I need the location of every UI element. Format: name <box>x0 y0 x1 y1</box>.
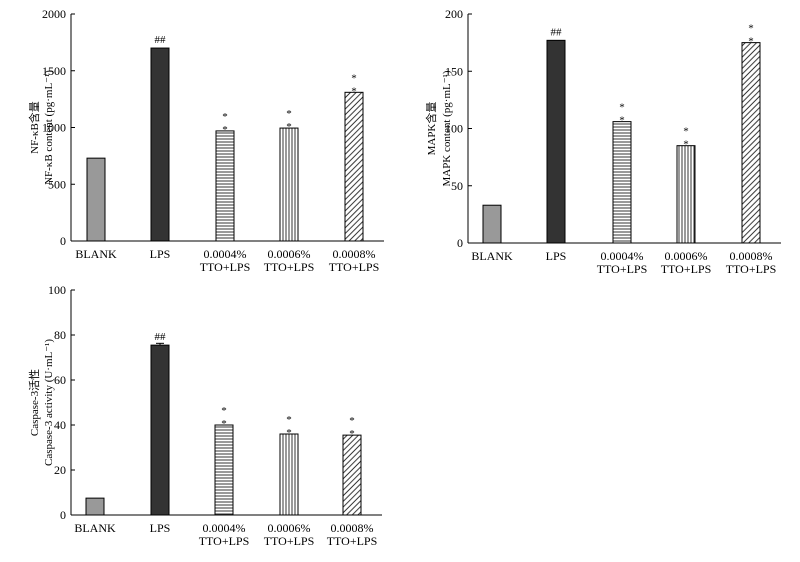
y-axis-label: MAPK含量 <box>424 102 438 156</box>
x-tick-label: TTO+LPS <box>661 262 712 276</box>
bar <box>546 39 566 244</box>
y-axis-label: Caspase-3 activity (U·mL⁻¹) <box>43 339 55 466</box>
x-tick-label: LPS <box>150 521 171 535</box>
y-tick-label: 40 <box>54 418 66 432</box>
bar <box>86 157 106 242</box>
y-tick-label: 80 <box>54 328 66 342</box>
y-tick-label: 50 <box>451 179 463 193</box>
x-tick-label: LPS <box>150 247 171 261</box>
significance-label: * <box>349 415 355 427</box>
y-axis-label: NF-κB content (pg·mL⁻¹) <box>43 70 55 185</box>
y-tick-label: 2000 <box>42 7 66 21</box>
bar <box>150 47 170 242</box>
y-tick-label: 0 <box>60 234 66 248</box>
x-tick-label: TTO+LPS <box>329 260 380 274</box>
bar <box>676 145 696 244</box>
significance-label: * <box>351 85 357 97</box>
bar <box>342 434 362 516</box>
x-tick-label: 0.0006% <box>268 521 311 535</box>
x-tick-label: BLANK <box>74 521 116 535</box>
bar <box>279 433 299 516</box>
x-tick-label: TTO+LPS <box>597 262 648 276</box>
y-tick-label: 20 <box>54 463 66 477</box>
bar <box>279 127 299 242</box>
y-tick-label: 200 <box>445 7 463 21</box>
bar <box>150 344 170 516</box>
significance-label: * <box>748 36 754 48</box>
significance-label: * <box>221 405 227 417</box>
nfkb-chart: 0 500 1000 1500 2000 NF-κB含量 NF-κB content (pg… <box>27 7 384 274</box>
x-tick-label: TTO+LPS <box>264 260 315 274</box>
x-tick-label: 0.0004% <box>601 249 644 263</box>
significance-label: ## <box>551 26 563 38</box>
y-tick-label: 0 <box>457 236 463 250</box>
significance-label: * <box>222 124 228 136</box>
significance-label: * <box>286 414 292 426</box>
x-tick-label: 0.0006% <box>268 247 311 261</box>
bar <box>85 497 105 516</box>
x-tick-label: 0.0008% <box>333 247 376 261</box>
bar <box>741 42 761 244</box>
y-tick-label: 1500 <box>42 64 66 78</box>
significance-label: ## <box>155 331 167 343</box>
significance-label: * <box>683 126 689 138</box>
y-tick-label: 0 <box>60 508 66 522</box>
significance-label: * <box>683 139 689 151</box>
x-tick-label: TTO+LPS <box>199 534 250 548</box>
x-tick-label: TTO+LPS <box>264 534 315 548</box>
x-tick-label: 0.0008% <box>331 521 374 535</box>
mapk-chart: 0 50 100 150 200 MAPK含量 MAPK content (pg·mL⁻¹)… <box>424 7 781 276</box>
significance-label: * <box>748 23 754 35</box>
y-tick-label: 100 <box>48 283 66 297</box>
x-tick-label: 0.0004% <box>203 521 246 535</box>
y-axis-label: Caspase-3活性 <box>27 369 41 436</box>
x-tick-label: TTO+LPS <box>200 260 251 274</box>
x-tick-label: LPS <box>546 249 567 263</box>
bar <box>344 91 364 242</box>
significance-label: * <box>349 428 355 440</box>
y-tick-label: 150 <box>445 64 463 78</box>
x-tick-label: BLANK <box>75 247 117 261</box>
x-tick-label: TTO+LPS <box>327 534 378 548</box>
significance-label: * <box>221 418 227 430</box>
y-tick-label: 500 <box>48 177 66 191</box>
significance-label: * <box>619 102 625 114</box>
y-axis-label: NF-κB含量 <box>27 101 41 154</box>
caspase-chart: 0 20 40 60 80 100 Caspase-3活性 Caspase-3 activit… <box>27 283 382 548</box>
x-tick-label: TTO+LPS <box>726 262 777 276</box>
bar <box>612 121 632 244</box>
x-tick-label: 0.0004% <box>204 247 247 261</box>
bar <box>214 424 234 516</box>
x-tick-label: BLANK <box>471 249 513 263</box>
y-tick-label: 60 <box>54 373 66 387</box>
significance-label: * <box>286 108 292 120</box>
y-tick-label: 100 <box>445 122 463 136</box>
significance-label: * <box>619 115 625 127</box>
bar <box>482 204 502 244</box>
significance-label: * <box>286 427 292 439</box>
y-tick-label: 1000 <box>42 121 66 135</box>
significance-label: * <box>286 121 292 133</box>
bar <box>215 130 235 242</box>
y-axis-label: MAPK content (pg·mL⁻¹) <box>441 70 453 186</box>
x-tick-label: 0.0008% <box>730 249 773 263</box>
x-tick-label: 0.0006% <box>665 249 708 263</box>
significance-label: * <box>222 111 228 123</box>
significance-label: ## <box>155 34 167 46</box>
significance-label: * <box>351 72 357 84</box>
